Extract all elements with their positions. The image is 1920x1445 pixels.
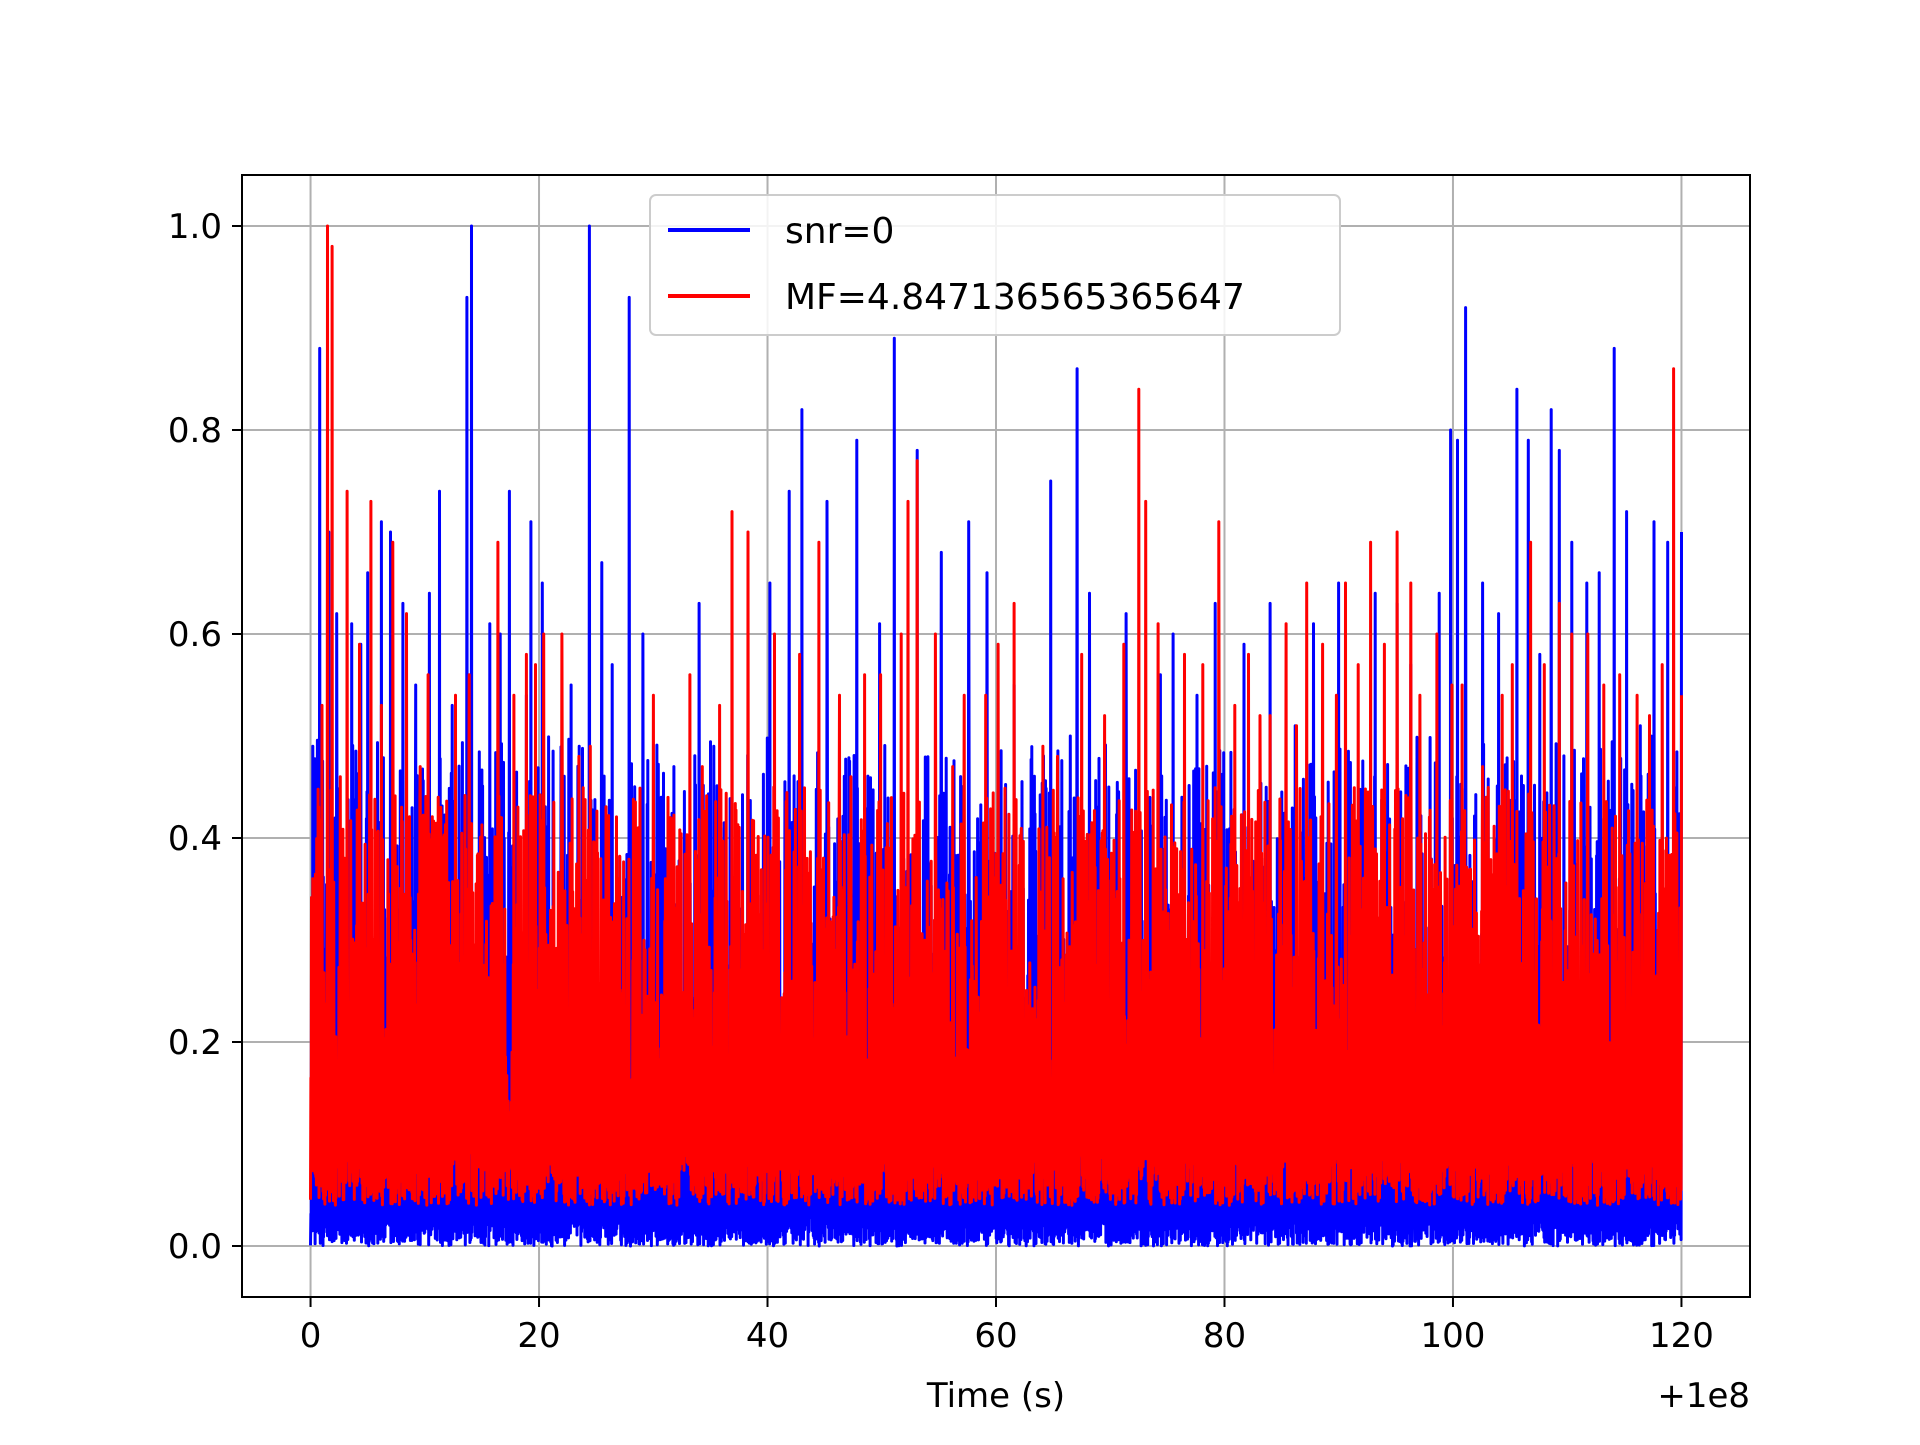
- x-tick-label: 0: [300, 1316, 322, 1356]
- y-tick-label: 0.8: [168, 411, 222, 451]
- x-axis-offset-label: +1e8: [1657, 1376, 1750, 1416]
- legend-entry-label: MF=4.847136565365647: [785, 277, 1245, 318]
- y-tick-label: 1.0: [168, 207, 222, 247]
- x-tick-label: 60: [974, 1316, 1017, 1356]
- legend-box: [649, 194, 1341, 336]
- x-tick-label: 80: [1203, 1316, 1246, 1356]
- y-tick-label: 0.6: [168, 615, 222, 655]
- axis-ticks: 0 20 40 60 80 100 120 0.0 0.2 0.4 0.6 0.8 1.0: [168, 207, 1714, 1356]
- plot-series: [309, 224, 1683, 1248]
- x-tick-label: 20: [517, 1316, 560, 1356]
- y-tick-label: 0.4: [168, 819, 222, 859]
- series-line: [309, 224, 1683, 1207]
- x-tick-label: 100: [1421, 1316, 1486, 1356]
- x-tick-label: 120: [1649, 1316, 1714, 1356]
- y-tick-label: 0.2: [168, 1023, 222, 1063]
- x-tick-label: 40: [746, 1316, 789, 1356]
- legend-entry-label: snr=0: [785, 211, 894, 252]
- y-tick-label: 0.0: [168, 1227, 222, 1267]
- x-axis-label: Time (s): [926, 1376, 1065, 1416]
- legend: snr=0 MF=4.847136565365647: [649, 194, 1341, 336]
